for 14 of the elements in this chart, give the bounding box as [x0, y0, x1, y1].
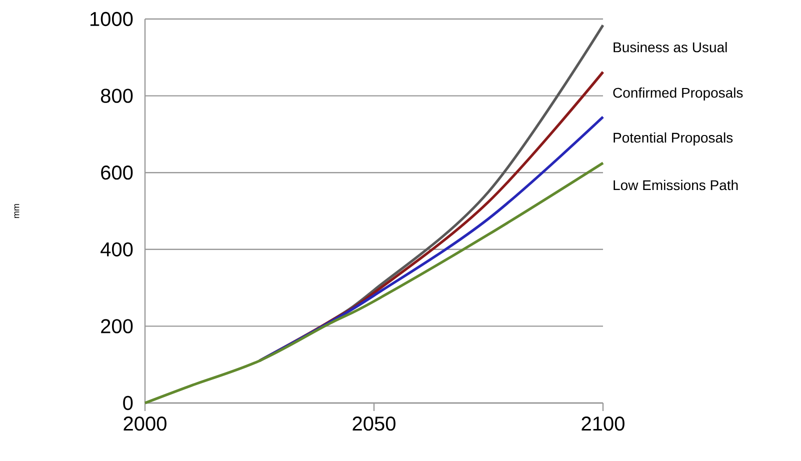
x-tick-label: 2000 — [124, 416, 166, 431]
y-tick-label: 400 — [100, 242, 133, 256]
series-label: Potential Proposals — [614, 132, 733, 146]
text: mm — [14, 204, 20, 218]
y-tick-label: 200 — [101, 319, 133, 334]
y-tick-label: 600 — [101, 166, 133, 180]
series-label: Confirmed Proposals — [613, 87, 743, 101]
series-label: Low Emissions Path — [614, 180, 738, 190]
y-tick-label: 800 — [100, 88, 133, 103]
series-label: Business as Usual — [614, 42, 727, 52]
x-tick-label: 2100 — [582, 416, 624, 431]
x-tick-label: 2050 — [352, 416, 396, 431]
y-tick-label: 1000 — [90, 12, 133, 26]
y-tick-label: 0 — [123, 396, 133, 410]
